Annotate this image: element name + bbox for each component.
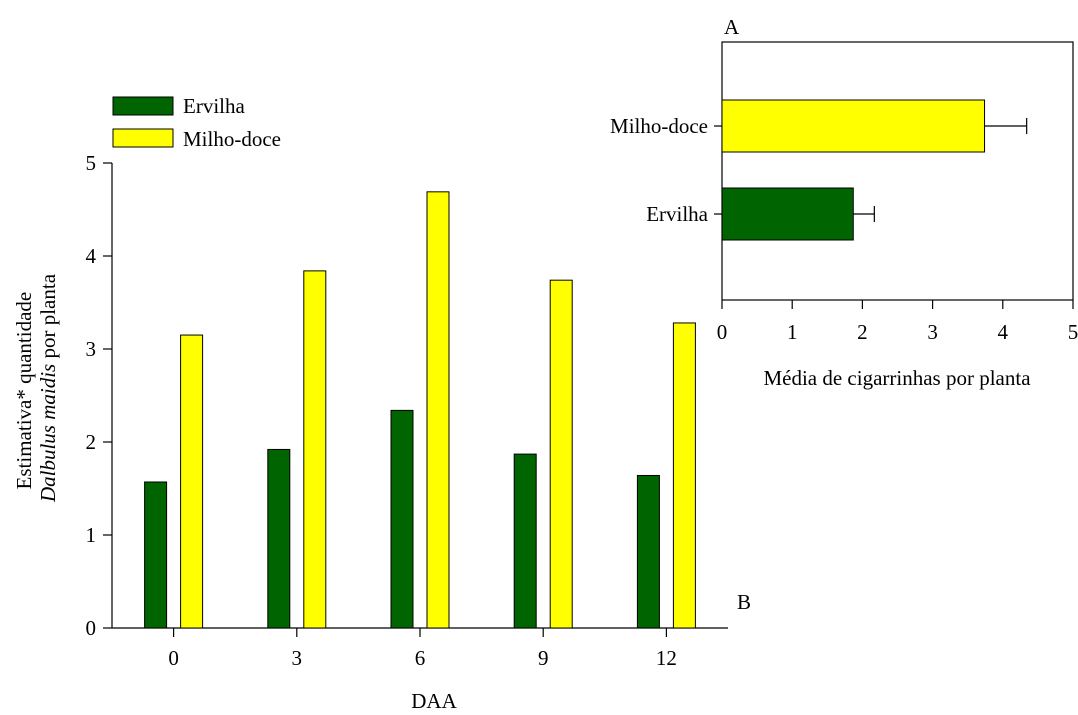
inset-bar-ervilha [721,187,854,241]
bar-milho-doce-6 [426,191,450,629]
x-tick-label-9: 9 [538,646,549,670]
main-y-axis-title: Estimativa* quantidade Dalbulus maidis p… [12,273,60,503]
inset-x-tick-label-2: 2 [857,320,868,344]
bar-ervilha-0 [144,481,168,629]
inset-error-bar-ervilha [853,206,875,222]
legend-swatch-ervilha [112,96,174,116]
x-tick-label-0: 0 [168,646,179,670]
bar-ervilha-6 [390,409,414,629]
y-axis-title-rest: por planta [36,273,60,363]
y-axis-title-line-1: Estimativa* quantidade [12,292,36,490]
panel-label-a: A [724,15,740,39]
bar-milho-doce-9 [549,279,573,629]
inset-y-tick-label-ervilha: Ervilha [646,202,708,226]
inset-x-tick-label-5: 5 [1068,320,1078,344]
legend-label-ervilha: Ervilha [183,94,245,118]
x-tick-label-12: 12 [656,646,677,670]
legend: Ervilha Milho-doce [112,94,281,151]
inset-bar-milho-doce [721,99,986,153]
inset-frame [721,41,1074,301]
y-tick-label-3: 3 [86,337,97,361]
inset-y-tick-label-milho-doce: Milho-doce [610,114,708,138]
legend-swatch-milho-doce [112,128,174,148]
y-tick-label-5: 5 [86,151,97,175]
y-tick-label-4: 4 [86,244,97,268]
bar-milho-doce-3 [303,270,327,629]
inset-x-tick-label-1: 1 [787,320,798,344]
inset-chart: 0 1 2 3 4 5 Milho-doce Ervilha Média de cigarr… [610,15,1078,390]
x-tick-label-6: 6 [415,646,426,670]
bar-ervilha-12 [636,474,660,629]
inset-x-tick-label-0: 0 [717,320,728,344]
bar-ervilha-3 [267,448,291,629]
inset-x-axis-title: Média de cigarrinhas por planta [763,366,1031,390]
y-axis-title-species: Dalbulus maidis [36,364,60,503]
inset-error-bar-milho-doce [984,118,1028,134]
bar-milho-doce-12 [672,322,696,629]
panel-label-b: B [737,590,751,614]
y-tick-label-2: 2 [86,430,97,454]
inset-x-tick-label-3: 3 [927,320,938,344]
y-tick-label-1: 1 [86,523,97,547]
bar-ervilha-9 [513,453,537,629]
y-tick-label-0: 0 [86,616,97,640]
main-x-axis-title: DAA [411,689,457,713]
legend-label-milho-doce: Milho-doce [183,127,281,151]
inset-x-tick-label-4: 4 [998,320,1009,344]
x-tick-label-3: 3 [292,646,303,670]
bar-milho-doce-0 [180,334,204,629]
